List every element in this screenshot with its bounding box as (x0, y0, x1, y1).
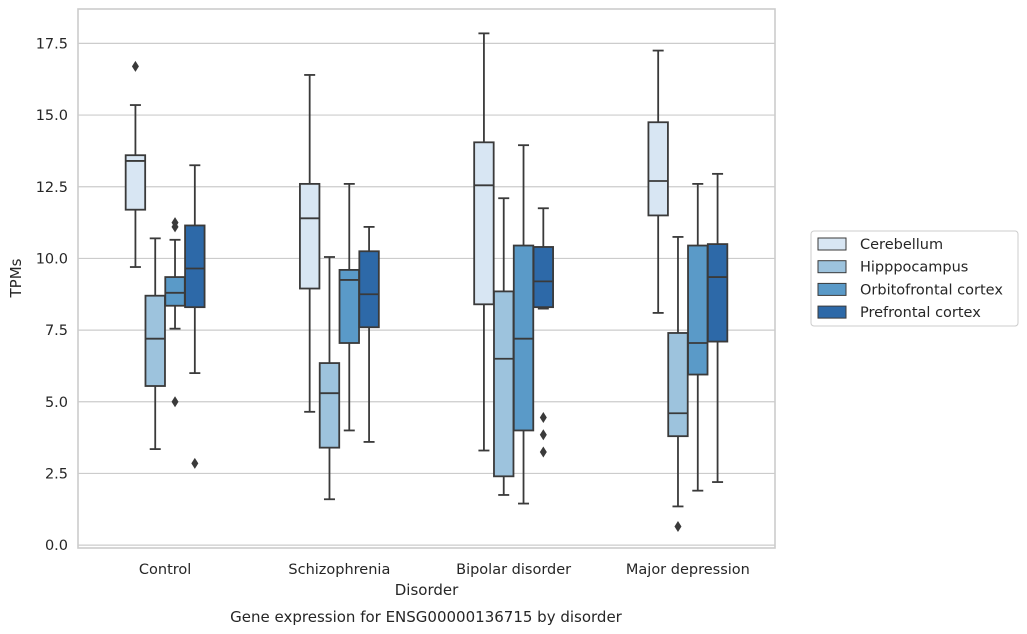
x-tick-label: Bipolar disorder (456, 562, 571, 578)
box (124, 60, 147, 268)
box-iqr (338, 268, 360, 344)
box-series (124, 32, 729, 532)
y-tick-label: 15.0 (36, 108, 68, 124)
box-iqr (473, 141, 495, 306)
box (338, 182, 360, 432)
box (512, 144, 535, 505)
box (164, 217, 186, 408)
box-iqr (124, 154, 147, 211)
box-iqr (358, 250, 380, 329)
outlier-point (171, 396, 179, 408)
outlier-point (539, 412, 547, 424)
y-axis-title: TPMs (7, 258, 25, 298)
x-axis-title: Disorder (395, 581, 459, 599)
box-iqr (164, 276, 186, 307)
legend-label: Hipppocampus (860, 260, 968, 276)
box-iqr (687, 244, 709, 376)
box (318, 256, 341, 501)
box (706, 172, 729, 483)
outlier-point (674, 520, 682, 532)
legend-label: Prefrontal cortex (860, 305, 981, 321)
box (473, 32, 495, 452)
y-tick-label: 7.5 (45, 323, 68, 339)
box (184, 164, 206, 469)
box-iqr (493, 290, 515, 478)
legend-swatch (817, 260, 847, 274)
box (299, 74, 321, 413)
legend-label: Cerebellum (860, 237, 943, 253)
outlier-point (539, 446, 547, 458)
box (647, 49, 669, 314)
x-tick-label: Major depression (626, 562, 750, 578)
outlier-point (171, 221, 179, 233)
box-iqr (299, 182, 321, 290)
legend: Cerebellum Hipppocampus Orbitofrontal cort… (810, 230, 1019, 327)
y-tick-label: 2.5 (45, 466, 68, 482)
box-iqr (647, 121, 669, 217)
y-tick-label: 0.0 (45, 538, 68, 554)
box-iqr (144, 294, 166, 387)
legend-swatch (817, 237, 847, 251)
chart-caption: Gene expression for ENSG00000136715 by d… (230, 608, 623, 626)
legend-swatch (817, 282, 847, 296)
y-tick-label: 5.0 (45, 395, 68, 411)
box (358, 225, 380, 443)
box-iqr (706, 243, 729, 343)
box (144, 237, 166, 450)
outlier-point (539, 429, 547, 441)
legend-label: Orbitofrontal cortex (860, 282, 1003, 298)
x-tick-label: Control (139, 562, 191, 578)
box (667, 236, 689, 532)
box-iqr (532, 246, 554, 309)
legend-frame (810, 230, 1019, 327)
outlier-point (131, 60, 139, 72)
box (532, 207, 554, 458)
outlier-point (191, 457, 199, 469)
box-iqr (667, 332, 689, 438)
box-iqr (318, 362, 341, 449)
y-tick-label: 17.5 (36, 36, 68, 52)
y-tick-labels: 0.0 2.5 5.0 7.5 10.0 12.5 15.0 17.5 (36, 36, 68, 554)
y-tick-label: 10.0 (36, 251, 68, 267)
x-tick-labels: Control Schizophrenia Bipolar disorder Majo… (139, 562, 750, 578)
box-iqr (184, 224, 206, 309)
plot-frame (77, 8, 776, 549)
legend-swatch (817, 305, 847, 319)
x-tick-label: Schizophrenia (288, 562, 390, 578)
y-tick-label: 12.5 (36, 180, 68, 196)
